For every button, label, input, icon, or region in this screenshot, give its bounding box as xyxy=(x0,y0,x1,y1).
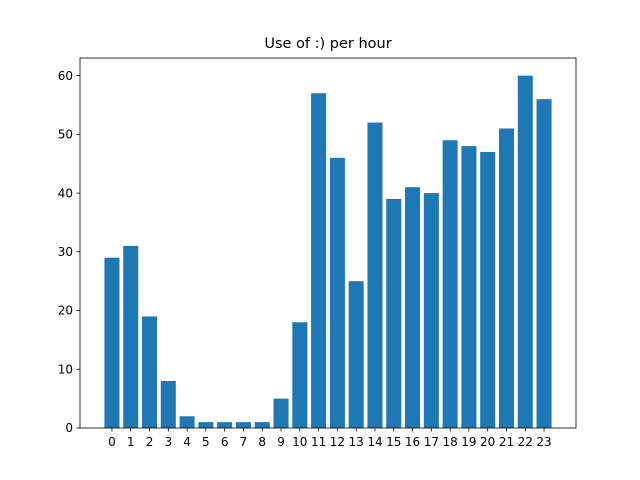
x-tick-label: 20 xyxy=(480,435,495,449)
bar-13 xyxy=(348,281,364,428)
plot-frame xyxy=(79,57,577,429)
x-tick-label: 15 xyxy=(386,435,401,449)
x-tick-label: 16 xyxy=(405,435,420,449)
x-tick-label: 5 xyxy=(202,435,210,449)
bar-16 xyxy=(405,187,421,428)
x-tick-label: 6 xyxy=(221,435,229,449)
bar-10 xyxy=(292,322,308,428)
bar-22 xyxy=(517,75,533,428)
chart-title: Use of :) per hour xyxy=(264,36,391,52)
x-tick-label: 11 xyxy=(311,435,326,449)
x-tick-label: 7 xyxy=(240,435,248,449)
y-tick-label: 10 xyxy=(58,362,73,376)
bar-3 xyxy=(160,381,176,428)
bar-0 xyxy=(104,257,120,428)
x-tick-label: 2 xyxy=(146,435,154,449)
x-tick-label: 19 xyxy=(461,435,476,449)
x-tick-label: 12 xyxy=(330,435,345,449)
bar-9 xyxy=(273,398,289,428)
y-tick-label: 20 xyxy=(58,304,73,318)
x-tick-label: 21 xyxy=(499,435,514,449)
x-tick-label: 22 xyxy=(518,435,533,449)
bar-6 xyxy=(217,422,233,428)
x-tick-label: 13 xyxy=(349,435,364,449)
x-tick-label: 9 xyxy=(277,435,285,449)
y-tick-label: 50 xyxy=(58,128,73,142)
x-tick-label: 4 xyxy=(183,435,191,449)
bar-11 xyxy=(311,93,327,428)
x-tick-label: 10 xyxy=(292,435,307,449)
x-tick-label: 23 xyxy=(536,435,551,449)
bar-4 xyxy=(179,416,195,428)
x-axis: 0 1 2 3 4 5 6 7 8 9 10 11 12 13 14 15 16 17 18 19 20 21 22 23 xyxy=(108,428,552,449)
bar-20 xyxy=(480,151,496,428)
bar-18 xyxy=(442,140,458,428)
y-tick-label: 60 xyxy=(58,69,73,83)
bar-8 xyxy=(254,422,270,428)
bar-1 xyxy=(123,245,139,428)
y-axis: 0 10 20 30 40 50 60 xyxy=(58,69,80,435)
x-tick-label: 17 xyxy=(424,435,439,449)
y-tick-label: 40 xyxy=(58,186,73,200)
x-tick-label: 14 xyxy=(367,435,382,449)
x-tick-label: 8 xyxy=(258,435,266,449)
bar-17 xyxy=(423,193,439,428)
bars-group xyxy=(104,75,552,429)
bar-12 xyxy=(329,157,345,429)
bar-5 xyxy=(198,422,214,428)
y-tick-label: 30 xyxy=(58,245,73,259)
x-tick-label: 1 xyxy=(127,435,135,449)
bar-21 xyxy=(498,128,514,428)
x-tick-label: 3 xyxy=(164,435,172,449)
x-tick-label: 0 xyxy=(108,435,116,449)
x-tick-label: 18 xyxy=(442,435,457,449)
bar-15 xyxy=(386,198,402,428)
y-tick-label: 0 xyxy=(65,421,73,435)
bar-7 xyxy=(235,422,251,428)
bar-19 xyxy=(461,146,477,428)
bar-14 xyxy=(367,122,383,428)
bar-23 xyxy=(536,99,552,428)
bar-2 xyxy=(142,316,158,428)
